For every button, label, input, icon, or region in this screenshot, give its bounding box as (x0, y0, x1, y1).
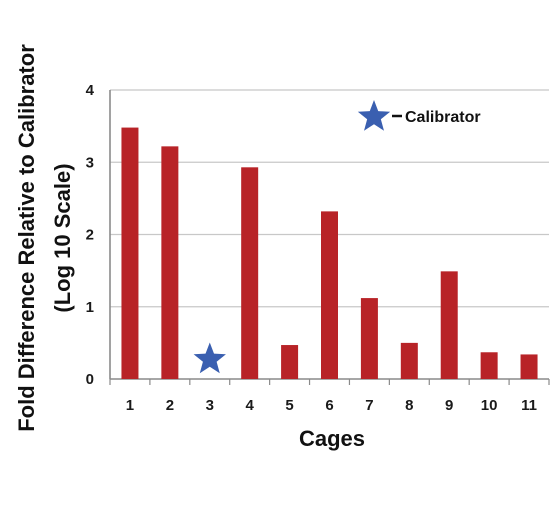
calibrator-star-icon (193, 342, 226, 374)
y-tick-label: 4 (86, 82, 95, 99)
y-tick-label: 3 (86, 154, 94, 171)
legend-label: Calibrator (405, 109, 481, 126)
legend: Calibrator (357, 100, 481, 131)
x-tick-label: 1 (126, 397, 134, 414)
calibrator-markers (193, 342, 226, 374)
bar-cage-8 (400, 342, 418, 379)
x-tick-label: 7 (365, 397, 373, 414)
x-tick-label: 5 (285, 397, 293, 414)
x-tick-label: 8 (405, 397, 413, 414)
x-tick-label: 2 (166, 397, 174, 414)
y-axis-title-line1: Fold Difference Relative to Calibrator (14, 44, 39, 432)
x-tick-label: 11 (521, 397, 537, 414)
bar-cage-9 (440, 271, 458, 379)
y-axis-title: Fold Difference Relative to Calibrator (… (14, 44, 75, 432)
bar-cage-4 (241, 167, 259, 379)
y-tick-label: 2 (86, 227, 94, 244)
tick-labels: 0 1 2 3 4 1 2 3 4 5 6 7 8 9 10 11 (86, 82, 537, 414)
x-tick-label: 10 (481, 397, 498, 414)
bar-cage-11 (520, 354, 538, 379)
x-axis-title: Cages (299, 426, 365, 451)
bars (121, 127, 538, 379)
star-icon (357, 100, 391, 131)
x-tick-label: 9 (445, 397, 453, 414)
bar-cage-1 (121, 127, 139, 379)
bar-cage-2 (161, 146, 179, 379)
x-tick-label: 6 (325, 397, 333, 414)
y-tick-label: 0 (86, 371, 94, 388)
y-axis-title-line2: (Log 10 Scale) (50, 163, 75, 312)
gridlines (109, 89, 550, 385)
x-tick-label: 4 (246, 397, 255, 414)
bar-cage-5 (281, 345, 299, 379)
y-tick-label: 1 (86, 299, 94, 316)
x-tick-label: 3 (206, 397, 214, 414)
bar-cage-7 (360, 298, 378, 379)
bar-cage-6 (321, 211, 338, 379)
bar-cage-10 (480, 352, 498, 379)
